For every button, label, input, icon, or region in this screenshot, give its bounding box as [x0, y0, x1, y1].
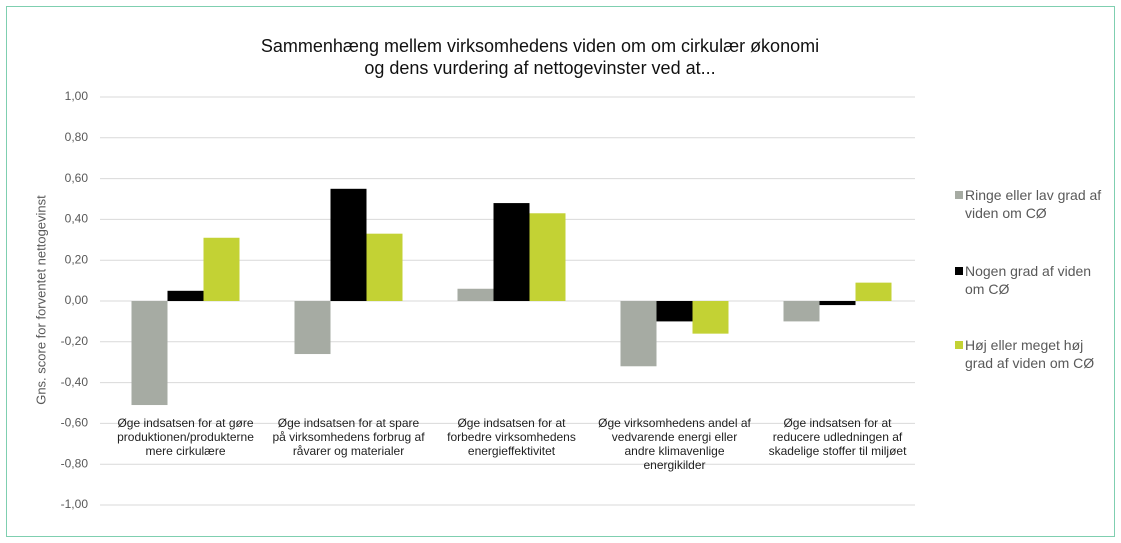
- bar: [167, 290, 204, 301]
- x-tick-label: Øge virksomhedens andel af vedvarende en…: [598, 416, 751, 472]
- bar: [457, 288, 494, 301]
- y-tick-label: 0,40: [65, 212, 89, 226]
- x-tick-label: Øge indsatsen for at reducere udledninge…: [768, 416, 907, 458]
- legend-label: Høj eller meget høj grad af viden om CØ: [965, 337, 1095, 371]
- legend-label: Nogen grad af viden om CØ: [965, 263, 1092, 297]
- frame: [6, 6, 1115, 537]
- bar: [366, 233, 403, 301]
- legend-swatch: [955, 191, 963, 199]
- x-tick-label: Øge indsatsen for at spare på virksomhed…: [272, 416, 425, 458]
- y-tick-label: 0,60: [65, 171, 89, 185]
- y-tick-label: -0,60: [61, 416, 89, 430]
- bar: [493, 203, 530, 301]
- x-tick-label: Øge indsatsen for at gøre produktionen/p…: [117, 416, 254, 458]
- bar: [783, 301, 820, 322]
- bar: [692, 301, 729, 334]
- legend-label: Ringe eller lav grad af viden om CØ: [965, 187, 1102, 221]
- y-tick-label: -0,80: [61, 456, 89, 470]
- bar: [620, 301, 657, 367]
- bar: [294, 301, 331, 355]
- y-axis-label: Gns. score for forventet nettogevinst: [33, 195, 48, 405]
- legend-swatch: [955, 267, 963, 275]
- legend-swatch: [955, 341, 963, 349]
- y-tick-label: -1,00: [61, 497, 89, 511]
- bar: [330, 188, 367, 301]
- bar: [529, 213, 566, 301]
- y-tick-label: -0,20: [61, 334, 89, 348]
- bar: [855, 282, 892, 301]
- x-tick-label: Øge indsatsen for at forbedre virksomhed…: [447, 416, 576, 458]
- y-tick-label: 0,80: [65, 130, 89, 144]
- bar: [819, 301, 856, 306]
- y-tick-label: -0,40: [61, 375, 89, 389]
- chart-title: Sammenhæng mellem virksomhedens viden om…: [260, 36, 820, 56]
- bar: [203, 237, 240, 301]
- y-tick-label: 1,00: [65, 89, 89, 103]
- y-tick-label: 0,20: [65, 252, 89, 266]
- bar: [656, 301, 693, 322]
- bar: [131, 301, 168, 406]
- chart-title: og dens vurdering af nettogevinster ved …: [364, 58, 716, 78]
- y-tick-label: 0,00: [65, 293, 89, 307]
